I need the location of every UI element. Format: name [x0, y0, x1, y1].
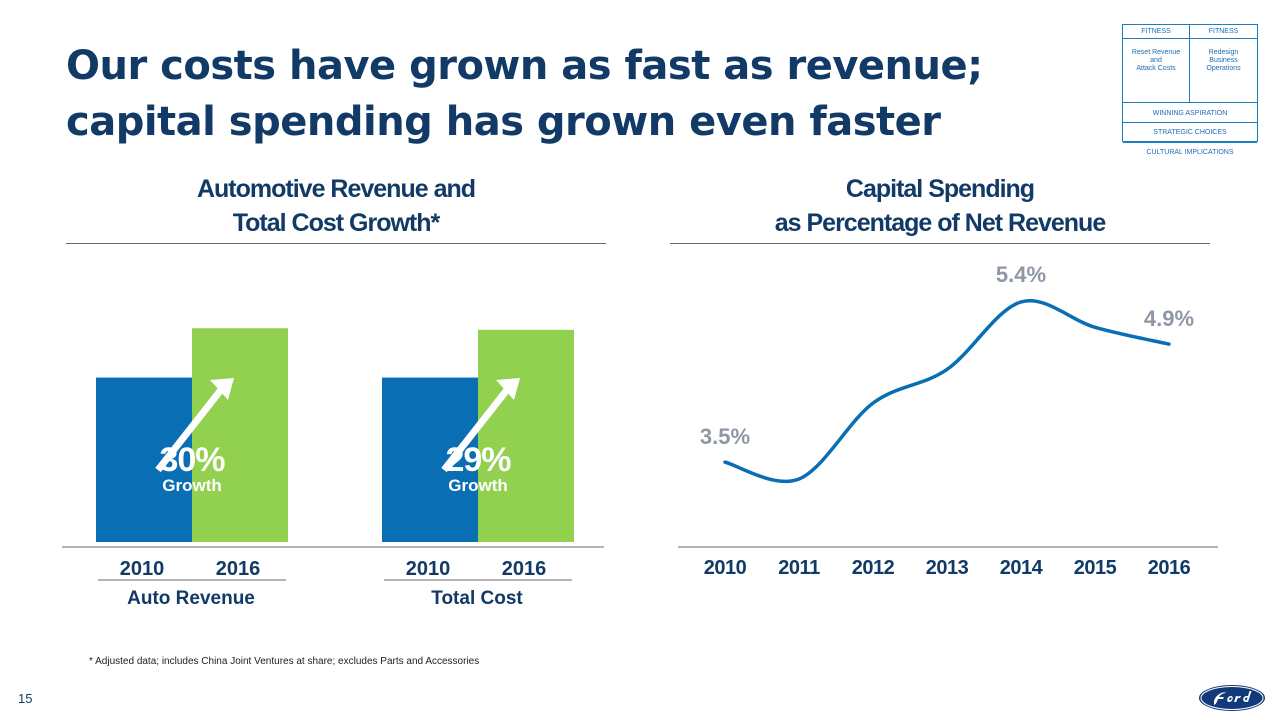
bar-chart-title-line-2: Total Cost Growth*	[232, 209, 441, 237]
framework-strategic-choices: STRATEGIC CHOICES	[1123, 123, 1257, 143]
group-label: Auto Revenue	[127, 588, 255, 609]
data-label: 4.9%	[1144, 306, 1194, 331]
x-tick-label: 2014	[1000, 557, 1044, 579]
framework-header-left: FITNESS	[1123, 25, 1190, 39]
slide-title: Our costs have grown as fast as revenue;…	[66, 38, 1066, 150]
framework-cell-left: Reset Revenue and Attack Costs	[1123, 39, 1190, 103]
growth-word-label: Growth	[162, 476, 222, 495]
bar-chart-title-line-1: Automotive Revenue and	[196, 175, 476, 203]
title-line-2: capital spending has grown even faster	[66, 99, 941, 145]
framework-cell-right: Redesign Business Operations	[1190, 39, 1257, 103]
framework-cell-left-line: and	[1150, 57, 1162, 64]
framework-winning-aspiration: WINNING ASPIRATION	[1123, 104, 1257, 123]
capex-series-line	[723, 299, 1171, 484]
footnote: * Adjusted data; includes China Joint Ve…	[89, 656, 480, 667]
framework-cell-right-line: Business	[1209, 57, 1238, 64]
data-label: 3.5%	[700, 424, 750, 449]
growth-arrow-head	[210, 378, 234, 400]
x-tick-label: 2016	[216, 558, 261, 580]
title-line-1: Our costs have grown as fast as revenue;	[66, 43, 983, 89]
capex-line-chart: 2010 2011 2012 2013 2014 2015 2016 3.5% 5.4% 4.9%	[678, 262, 1218, 579]
growth-arrow-shaft	[441, 383, 513, 473]
data-label: 5.4%	[996, 262, 1046, 287]
growth-percent-label: 30%	[159, 441, 225, 479]
growth-arrow-head	[496, 378, 520, 400]
growth-arrow-shaft	[155, 383, 227, 473]
page-number: 15	[18, 691, 33, 706]
x-tick-label: 2011	[778, 557, 820, 579]
line-chart-title-line-1: Capital Spending	[845, 175, 1035, 203]
line-chart-title-rule	[670, 243, 1210, 244]
bar-chart-title: Automotive Revenue and Total Cost Growth…	[66, 172, 606, 240]
fitness-framework-box: FITNESS FITNESS Reset Revenue and Attack…	[1122, 24, 1258, 156]
framework-header-right: FITNESS	[1190, 25, 1257, 39]
x-tick-label: 2012	[852, 557, 895, 579]
bar-2016	[192, 328, 288, 542]
x-tick-label: 2010	[406, 558, 451, 580]
x-tick-label: 2015	[1074, 557, 1117, 579]
x-tick-label: 2016	[1148, 557, 1191, 579]
x-tick-label: 2010	[120, 558, 165, 580]
bar-chart-title-rule	[66, 243, 606, 244]
growth-percent-label: 29%	[445, 441, 511, 479]
framework-cell-right-line: Operations	[1206, 65, 1241, 72]
ford-logo	[1197, 683, 1267, 713]
x-tick-label: 2010	[704, 557, 747, 579]
bar-2016	[478, 329, 574, 542]
line-chart-title-line-2: as Percentage of Net Revenue	[774, 209, 1106, 237]
growth-word-label: Growth	[448, 476, 508, 495]
x-tick-label: 2013	[926, 557, 969, 579]
framework-cell-right-line: Redesign	[1208, 49, 1239, 56]
line-chart-title: Capital Spending as Percentage of Net Re…	[670, 172, 1210, 240]
x-tick-label: 2016	[502, 558, 547, 580]
bar-2010	[96, 377, 192, 542]
bar-2010	[382, 377, 478, 542]
framework-cell-left-line: Reset Revenue	[1131, 49, 1181, 56]
framework-cell-left-line: Attack Costs	[1136, 65, 1176, 72]
group-label: Total Cost	[431, 588, 523, 609]
framework-cultural-implications: CULTURAL IMPLICATIONS	[1146, 149, 1234, 156]
